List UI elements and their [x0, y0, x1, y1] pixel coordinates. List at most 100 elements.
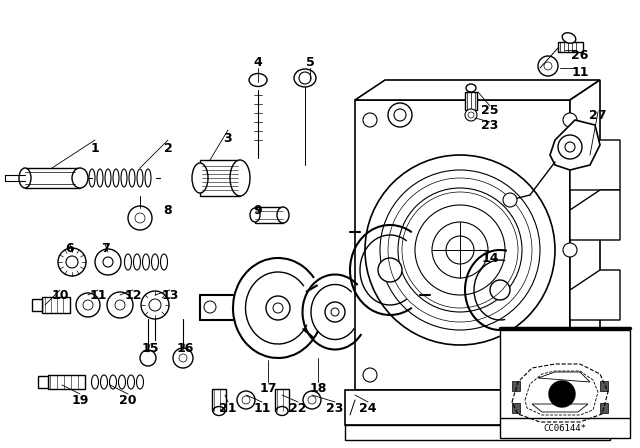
Circle shape: [149, 299, 161, 311]
Text: 27: 27: [589, 108, 607, 121]
Circle shape: [363, 368, 377, 382]
Circle shape: [273, 303, 283, 313]
Ellipse shape: [97, 169, 103, 187]
Circle shape: [128, 206, 152, 230]
Text: 23: 23: [326, 401, 344, 414]
Circle shape: [394, 109, 406, 121]
Circle shape: [107, 292, 133, 318]
Ellipse shape: [134, 254, 141, 270]
Circle shape: [378, 258, 402, 282]
Circle shape: [465, 109, 477, 121]
Text: 25: 25: [481, 103, 499, 116]
Polygon shape: [345, 390, 610, 425]
Circle shape: [380, 170, 540, 330]
Text: CC06144*: CC06144*: [543, 423, 586, 432]
Ellipse shape: [125, 254, 131, 270]
Bar: [600, 381, 608, 391]
Polygon shape: [48, 375, 85, 389]
Ellipse shape: [136, 375, 143, 389]
Ellipse shape: [562, 33, 576, 43]
Circle shape: [544, 62, 552, 70]
Text: 11: 11: [572, 65, 589, 78]
Bar: [212, 389, 226, 411]
Ellipse shape: [72, 168, 88, 188]
Text: 11: 11: [253, 401, 271, 414]
Text: 22: 22: [289, 401, 307, 414]
Circle shape: [565, 142, 575, 152]
Circle shape: [558, 135, 582, 159]
Ellipse shape: [230, 160, 250, 196]
Circle shape: [415, 205, 505, 295]
Circle shape: [103, 257, 113, 267]
Ellipse shape: [89, 169, 95, 187]
Text: 18: 18: [309, 382, 326, 395]
Circle shape: [76, 293, 100, 317]
Polygon shape: [570, 270, 620, 320]
Circle shape: [563, 368, 577, 382]
Circle shape: [563, 243, 577, 257]
Text: 8: 8: [164, 203, 172, 216]
Circle shape: [331, 308, 339, 316]
Bar: [512, 403, 520, 413]
Circle shape: [95, 249, 121, 275]
Circle shape: [563, 113, 577, 127]
Text: 9: 9: [253, 203, 262, 216]
Circle shape: [237, 391, 255, 409]
Text: 15: 15: [141, 341, 159, 354]
Polygon shape: [345, 425, 610, 440]
Circle shape: [398, 188, 522, 312]
Circle shape: [503, 193, 517, 207]
Polygon shape: [38, 376, 48, 388]
Ellipse shape: [105, 169, 111, 187]
Circle shape: [388, 103, 412, 127]
Bar: [500, 330, 630, 438]
Ellipse shape: [277, 207, 289, 223]
Polygon shape: [355, 100, 570, 390]
Text: 4: 4: [253, 56, 262, 69]
Ellipse shape: [250, 208, 260, 222]
Text: 3: 3: [224, 132, 232, 145]
Ellipse shape: [127, 375, 134, 389]
Text: 21: 21: [220, 401, 237, 414]
Ellipse shape: [113, 169, 119, 187]
Text: 10: 10: [51, 289, 68, 302]
Text: 17: 17: [259, 382, 276, 395]
Text: 26: 26: [572, 48, 589, 61]
Circle shape: [141, 291, 169, 319]
Circle shape: [490, 280, 510, 300]
Text: 14: 14: [481, 251, 499, 264]
Text: 5: 5: [306, 56, 314, 69]
Ellipse shape: [294, 69, 316, 87]
Circle shape: [308, 396, 316, 404]
Ellipse shape: [19, 168, 31, 188]
Ellipse shape: [129, 169, 135, 187]
Circle shape: [266, 296, 290, 320]
Polygon shape: [355, 80, 600, 100]
Circle shape: [299, 72, 311, 84]
Text: 23: 23: [481, 119, 499, 132]
Bar: [512, 381, 520, 391]
Ellipse shape: [100, 375, 108, 389]
Text: 13: 13: [161, 289, 179, 302]
Circle shape: [179, 354, 187, 362]
Circle shape: [173, 348, 193, 368]
Bar: [558, 42, 583, 52]
Text: 1: 1: [91, 142, 99, 155]
Polygon shape: [42, 297, 70, 313]
Ellipse shape: [145, 169, 151, 187]
Text: 12: 12: [124, 289, 141, 302]
Text: 24: 24: [359, 401, 377, 414]
Ellipse shape: [276, 406, 288, 415]
Ellipse shape: [466, 84, 476, 92]
Circle shape: [83, 300, 93, 310]
Text: 6: 6: [66, 241, 74, 254]
Ellipse shape: [152, 254, 159, 270]
Polygon shape: [570, 80, 600, 390]
Bar: [275, 389, 289, 411]
Circle shape: [432, 222, 488, 278]
Ellipse shape: [192, 163, 208, 193]
Polygon shape: [32, 299, 42, 311]
Text: 7: 7: [100, 241, 109, 254]
Ellipse shape: [118, 375, 125, 389]
Ellipse shape: [143, 254, 150, 270]
